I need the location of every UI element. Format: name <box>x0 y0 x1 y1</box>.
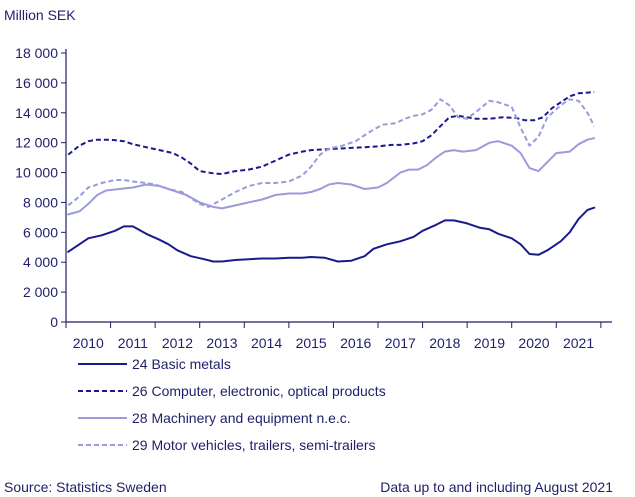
y-tick-label: 6 000 <box>23 224 58 240</box>
y-tick-label: 14 000 <box>15 105 58 121</box>
legend-label-4: 29 Motor vehicles, trailers, semi-traile… <box>132 437 376 453</box>
data-note-text: Data up to and including August 2021 <box>380 479 613 495</box>
series-line-1 <box>67 206 596 263</box>
y-tick-label: 16 000 <box>15 75 58 91</box>
x-tick-label: 2012 <box>162 335 193 351</box>
series-line-3 <box>67 137 596 216</box>
plot-area <box>67 90 596 263</box>
y-tick-label: 12 000 <box>15 135 58 151</box>
x-tick-label: 2020 <box>518 335 549 351</box>
legend-label-2: 26 Computer, electronic, optical product… <box>132 383 386 399</box>
x-tick-label: 2018 <box>429 335 460 351</box>
series-line-4 <box>67 98 596 208</box>
y-tick-label: 4 000 <box>23 254 58 270</box>
source-text: Source: Statistics Sweden <box>4 479 167 495</box>
x-tick-label: 2010 <box>73 335 104 351</box>
legend: 24 Basic metals 26 Computer, electronic, … <box>78 356 386 453</box>
x-tick-label: 2013 <box>206 335 237 351</box>
x-tick-label: 2021 <box>563 335 594 351</box>
series-line-2 <box>67 90 595 175</box>
legend-label-1: 24 Basic metals <box>132 356 231 372</box>
y-tick-label: 8 000 <box>23 194 58 210</box>
y-tick-label: 10 000 <box>15 165 58 181</box>
y-tick-label: 0 <box>50 314 58 330</box>
y-tick-label: 18 000 <box>15 45 58 61</box>
y-unit-label: Million SEK <box>4 7 76 23</box>
x-tick-label: 2014 <box>251 335 282 351</box>
legend-label-3: 28 Machinery and equipment n.e.c. <box>132 410 351 426</box>
x-tick-label: 2019 <box>474 335 505 351</box>
x-tick-label: 2015 <box>296 335 327 351</box>
y-tick-label: 2 000 <box>23 284 58 300</box>
x-tick-label: 2017 <box>385 335 416 351</box>
x-axis: 2010 2011 2012 2013 2014 2015 2016 2017 2018 2019… <box>65 321 612 351</box>
x-tick-label: 2011 <box>118 335 148 351</box>
x-tick-label: 2016 <box>340 335 371 351</box>
y-axis: 0 2 000 4 000 6 000 8 000 10 000 12 000 14 000 1… <box>15 45 67 330</box>
